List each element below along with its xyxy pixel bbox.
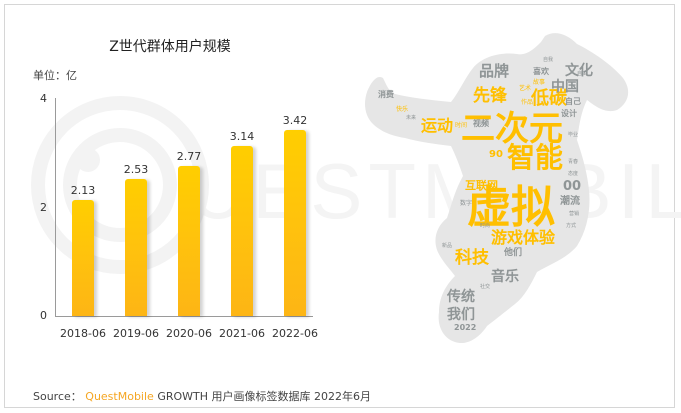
word-cloud-term: 营销 bbox=[569, 211, 580, 217]
word-cloud-term: 未来 bbox=[406, 115, 417, 121]
word-cloud-term: 视频 bbox=[473, 119, 489, 128]
word-cloud-term: 毕业 bbox=[568, 132, 579, 138]
bar-2019-06 bbox=[125, 178, 147, 316]
word-cloud-term: 新品 bbox=[442, 243, 453, 249]
word-cloud-term: 青春 bbox=[568, 159, 579, 165]
y-axis-line bbox=[55, 98, 56, 317]
source-note: Source： QuestMobile GROWTH 用户画像标签数据库 202… bbox=[33, 388, 371, 404]
word-cloud-term: 品牌 bbox=[479, 62, 510, 80]
word-cloud-term: 音乐 bbox=[491, 269, 519, 285]
word-cloud-term: 互联网 bbox=[465, 179, 498, 192]
x-tick-label: 2022-06 bbox=[272, 327, 318, 340]
word-cloud-term: 方式 bbox=[566, 223, 577, 229]
bar-value-label: 2.77 bbox=[176, 149, 202, 163]
word-cloud-term: 00 bbox=[563, 179, 582, 194]
word-cloud-term: 二次元 bbox=[461, 109, 563, 149]
word-cloud-term: 虚拟 bbox=[467, 182, 555, 233]
word-cloud-term: 科技 bbox=[455, 248, 489, 268]
source-text: GROWTH 用户画像标签数据库 2022年6月 bbox=[157, 390, 371, 403]
word-cloud-term: 文化 bbox=[565, 63, 593, 79]
word-cloud-term: 时尚 bbox=[480, 223, 491, 229]
word-cloud-term: 消费 bbox=[378, 90, 394, 99]
word-cloud-term: 快乐 bbox=[396, 106, 409, 113]
word-cloud-term: 自由 bbox=[577, 71, 588, 77]
word-cloud-term: 潮流 bbox=[560, 196, 580, 207]
word-cloud-term: 作品 bbox=[521, 99, 534, 106]
bar-value-label: 3.14 bbox=[229, 129, 255, 143]
chart-title: Z世代群体用户规模 bbox=[109, 39, 231, 55]
word-cloud-term: 90 bbox=[489, 149, 503, 160]
bar-value-label: 2.13 bbox=[70, 184, 96, 198]
bar-2018-06 bbox=[72, 200, 94, 316]
word-cloud-term: 低碳 bbox=[531, 88, 567, 109]
word-cloud-term: 我们 bbox=[447, 307, 475, 323]
source-brand: QuestMobile bbox=[85, 390, 154, 403]
word-cloud-term: 态度 bbox=[568, 171, 579, 177]
bar-value-label: 2.53 bbox=[123, 162, 149, 176]
bar-2021-06 bbox=[231, 145, 253, 316]
word-cloud-term: 自己 bbox=[565, 97, 581, 106]
word-cloud-term: 游戏体验 bbox=[491, 228, 556, 247]
x-tick-label: 2018-06 bbox=[60, 327, 106, 340]
word-cloud-term: 数字 bbox=[460, 200, 473, 207]
y-tick-0: 0 bbox=[40, 309, 47, 322]
unit-label: 单位：亿 bbox=[33, 69, 77, 82]
x-tick-label: 2019-06 bbox=[113, 327, 159, 340]
bar-value-label: 3.42 bbox=[282, 114, 308, 128]
word-cloud-term: 故事 bbox=[533, 79, 546, 86]
y-tick-2: 2 bbox=[40, 201, 47, 214]
word-cloud-term: 先锋 bbox=[473, 86, 507, 106]
source-prefix: Source： bbox=[33, 390, 82, 403]
word-cloud-term: 社交 bbox=[480, 284, 491, 290]
word-cloud: 虚拟 二次元 智能游戏体验 低碳 先锋 运动科技 互联网 90 艺术作品快乐时间 故事 品牌 文化 中国… bbox=[355, 20, 635, 355]
word-cloud-term: 时间 bbox=[455, 122, 468, 129]
word-cloud-term: 传统 bbox=[447, 289, 475, 305]
word-cloud-term: 智能 bbox=[507, 141, 564, 174]
word-cloud-term: 自我 bbox=[543, 57, 554, 63]
word-cloud-term: 喜欢 bbox=[533, 67, 549, 76]
y-tick-4: 4 bbox=[40, 92, 47, 105]
word-cloud-term: 他们 bbox=[504, 248, 523, 258]
x-tick-label: 2020-06 bbox=[166, 327, 212, 340]
bar-2022-06 bbox=[284, 130, 306, 316]
word-cloud-term: 设计 bbox=[561, 109, 577, 118]
word-cloud-term: 艺术 bbox=[519, 85, 532, 92]
bar-2020-06 bbox=[178, 165, 200, 316]
word-cloud-term: 中国 bbox=[551, 79, 579, 95]
x-tick-label: 2021-06 bbox=[219, 327, 265, 340]
word-cloud-term: 2022 bbox=[454, 323, 477, 332]
dancer-silhouette bbox=[365, 33, 629, 344]
word-cloud-term: 运动 bbox=[421, 116, 454, 135]
x-axis-line bbox=[55, 316, 313, 317]
